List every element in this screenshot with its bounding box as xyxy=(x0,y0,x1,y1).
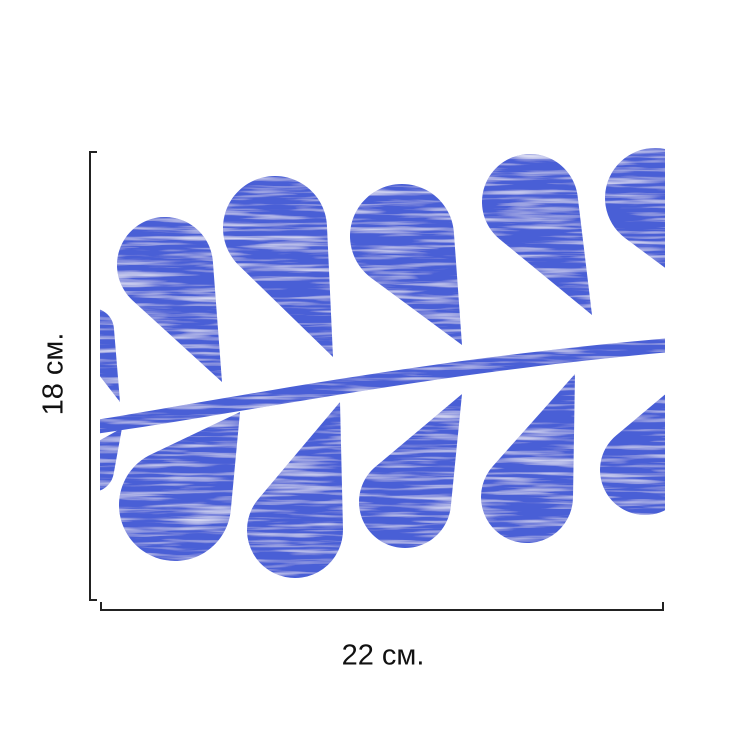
leaf xyxy=(358,394,462,549)
leaf xyxy=(350,183,462,345)
leaf-branch xyxy=(100,148,665,578)
stem xyxy=(100,338,665,434)
width-bracket xyxy=(100,602,664,611)
leaf xyxy=(246,402,343,578)
height-bracket xyxy=(89,151,97,601)
leaf xyxy=(100,428,122,491)
height-label: 18 см. xyxy=(38,333,70,416)
leaf xyxy=(605,148,665,268)
width-label: 22 см. xyxy=(342,640,425,672)
leaf xyxy=(100,309,120,402)
leaf xyxy=(600,394,665,515)
leaf xyxy=(223,176,333,357)
leaf xyxy=(480,374,575,543)
leaf xyxy=(482,154,592,315)
leaf xyxy=(117,216,222,382)
leaf xyxy=(119,412,240,561)
